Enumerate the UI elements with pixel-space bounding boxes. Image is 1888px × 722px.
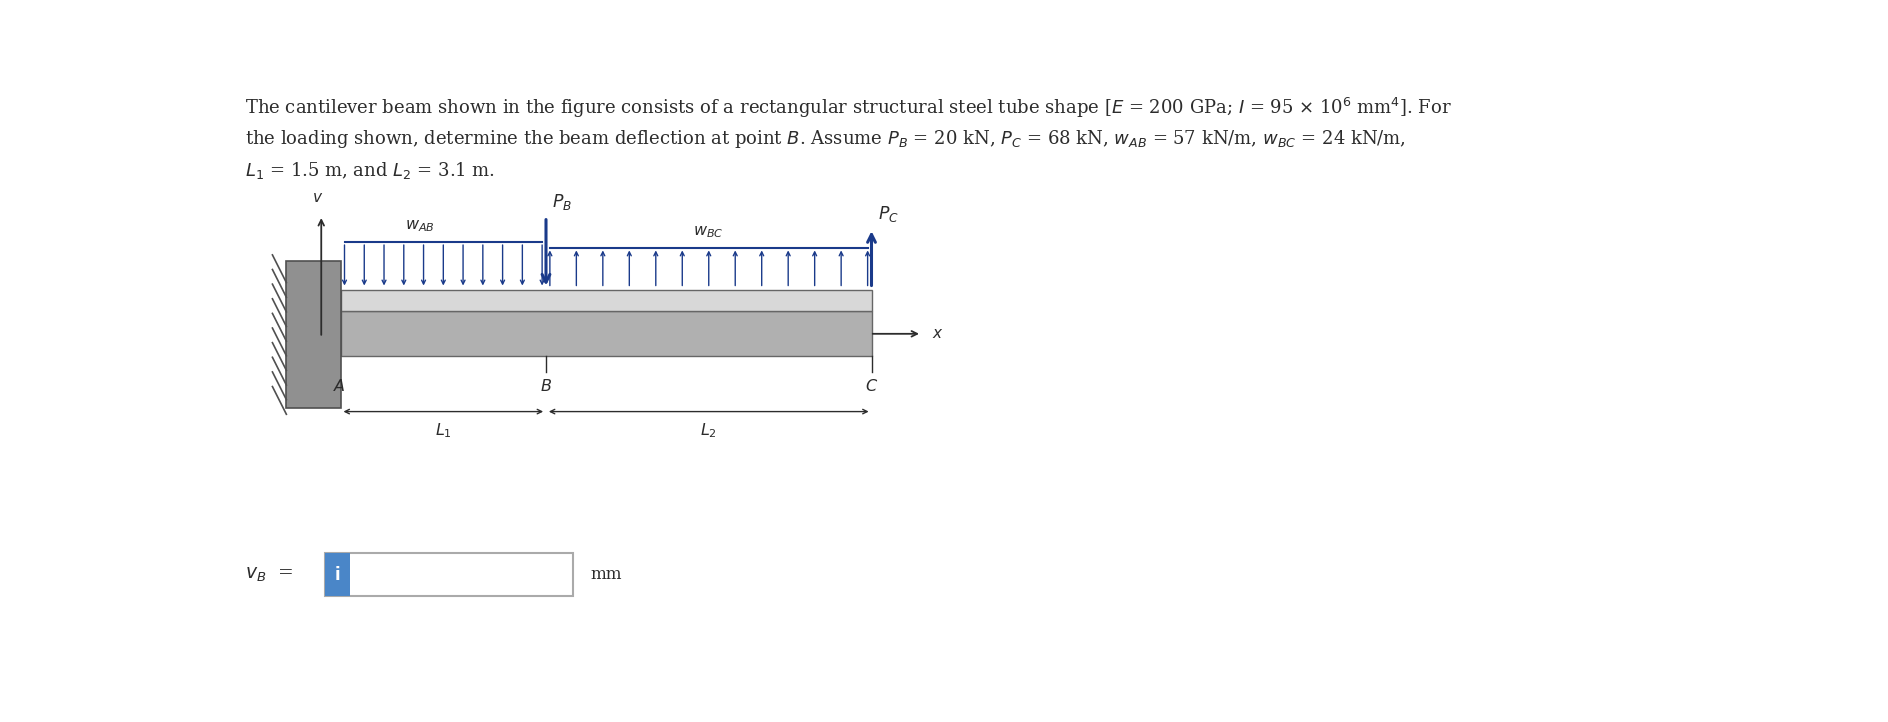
Text: mm: mm — [591, 566, 621, 583]
Text: the loading shown, determine the beam deflection at point $B$. Assume $P_B$ = 20: the loading shown, determine the beam de… — [245, 129, 1407, 150]
Bar — [340, 290, 872, 311]
Bar — [325, 553, 574, 596]
Text: $P_B$: $P_B$ — [551, 192, 572, 212]
Text: $L_1$: $L_1$ — [434, 422, 451, 440]
Text: $B$: $B$ — [540, 378, 551, 395]
Text: $x$: $x$ — [933, 327, 944, 341]
Text: i: i — [334, 566, 340, 584]
Text: $w_{BC}$: $w_{BC}$ — [693, 223, 723, 240]
Bar — [325, 553, 349, 596]
Text: $v_B$  =: $v_B$ = — [245, 565, 295, 584]
Text: $L_2$: $L_2$ — [700, 422, 717, 440]
Text: $P_C$: $P_C$ — [878, 204, 899, 224]
Text: $C$: $C$ — [865, 378, 878, 395]
Bar — [287, 261, 340, 408]
Text: $A$: $A$ — [332, 378, 346, 395]
Text: $L_1$ = 1.5 m, and $L_2$ = 3.1 m.: $L_1$ = 1.5 m, and $L_2$ = 3.1 m. — [245, 160, 495, 180]
Text: $w_{AB}$: $w_{AB}$ — [406, 217, 434, 235]
Text: The cantilever beam shown in the figure consists of a rectangular structural ste: The cantilever beam shown in the figure … — [245, 96, 1452, 120]
Text: $v$: $v$ — [312, 191, 323, 205]
Bar — [340, 311, 872, 356]
